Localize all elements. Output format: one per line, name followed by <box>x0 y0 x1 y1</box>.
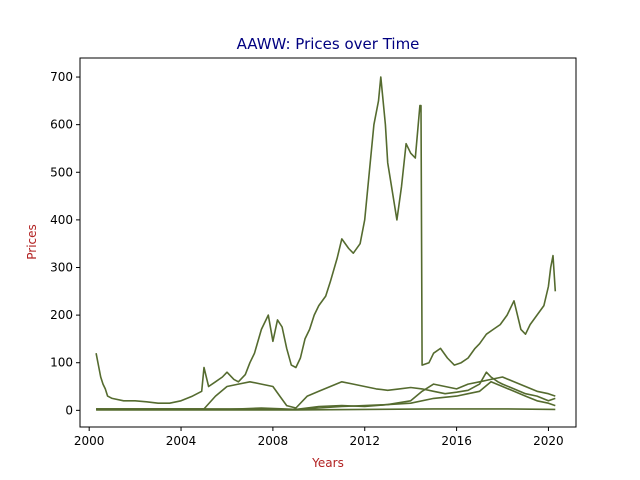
y-tick-label: 200 <box>50 308 73 322</box>
x-tick-label: 2008 <box>258 434 289 448</box>
x-tick-label: 2000 <box>74 434 105 448</box>
series-layer <box>95 76 557 411</box>
y-tick-label: 100 <box>50 356 73 370</box>
series-line-5 <box>96 408 556 411</box>
x-tick-label: 2012 <box>349 434 380 448</box>
y-tick-label: 300 <box>50 260 73 274</box>
x-axis-label: Years <box>311 456 344 470</box>
y-axis-label: Prices <box>25 224 39 260</box>
series-line-4 <box>96 380 556 411</box>
y-axis: 0 100 200 300 400 500 600 700 <box>50 70 80 417</box>
chart-title: AAWW: Prices over Time <box>237 35 420 53</box>
y-tick-label: 600 <box>50 118 73 132</box>
y-tick-label: 500 <box>50 165 73 179</box>
plot-frame <box>79 57 577 428</box>
x-tick-label: 2020 <box>533 434 564 448</box>
y-tick-label: 400 <box>50 213 73 227</box>
x-axis: 2000 2004 2008 2012 2016 2020 <box>74 427 564 448</box>
x-tick-label: 2004 <box>166 434 197 448</box>
y-tick-label: 700 <box>50 70 73 84</box>
x-tick-label: 2016 <box>441 434 472 448</box>
y-tick-label: 0 <box>65 403 73 417</box>
series-line-1 <box>95 76 557 405</box>
